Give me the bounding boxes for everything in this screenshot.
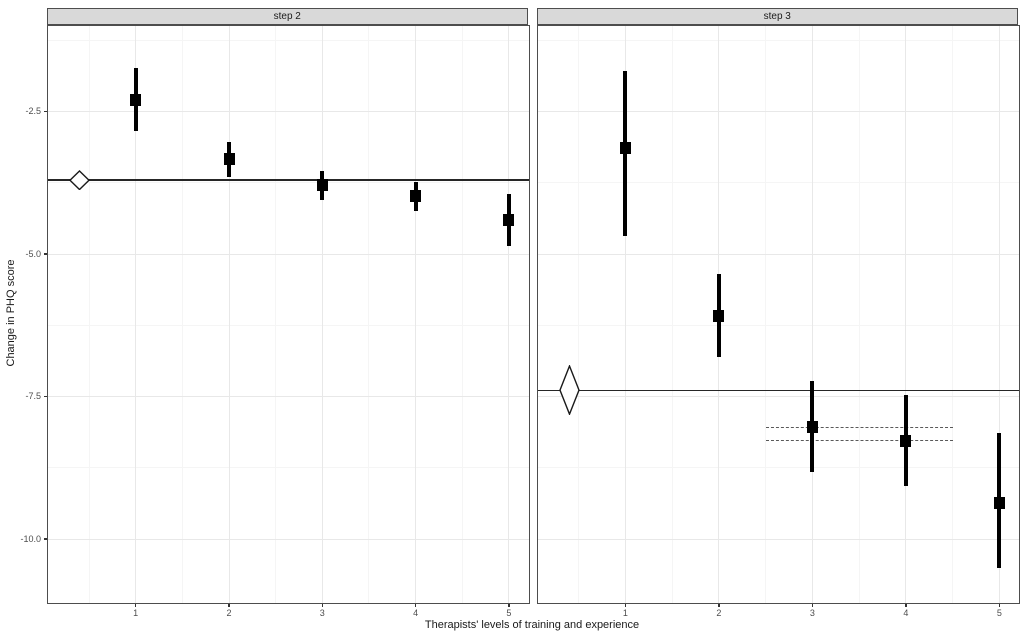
y-tick-label: -5.0: [25, 248, 41, 259]
strip-label: step 3: [763, 11, 791, 22]
diamond-shape: [69, 169, 91, 191]
y-tick-mark: [43, 538, 47, 540]
gridline-minor-y: [537, 467, 1019, 469]
point-marker: [806, 421, 818, 434]
reference-line: [537, 389, 1019, 392]
point-marker: [993, 497, 1005, 510]
x-tick-label: 1: [622, 608, 628, 618]
point-marker: [900, 434, 912, 447]
y-axis-title: Change in PHQ score: [5, 259, 17, 367]
gridline-major-y: [48, 253, 529, 255]
x-tick-label: 4: [413, 608, 419, 618]
plot-panel: [47, 25, 530, 604]
dashed-comparison-line: [765, 426, 953, 428]
point-marker: [503, 214, 515, 227]
gridline-minor-x: [765, 26, 767, 603]
x-tick-mark: [811, 604, 814, 607]
gridline-minor-y: [537, 182, 1019, 184]
gridline-major-y: [48, 111, 529, 113]
gridline-minor-x: [578, 26, 580, 603]
gridline-major-x: [321, 26, 323, 603]
point-marker: [410, 190, 422, 203]
gridline-minor-y: [537, 324, 1019, 326]
gridline-major-x: [415, 26, 417, 603]
gridline-minor-x: [952, 26, 954, 603]
gridline-major-x: [624, 26, 626, 603]
point-marker: [713, 310, 725, 323]
gridline-major-y: [537, 538, 1019, 540]
gridline-major-x: [811, 26, 813, 603]
y-tick-mark: [43, 395, 47, 398]
x-tick-mark: [508, 604, 510, 607]
gridline-minor-x: [461, 26, 463, 603]
gridline-major-x: [905, 26, 907, 603]
point-marker: [619, 142, 631, 154]
gridline-major-x: [228, 26, 230, 603]
gridline-major-x: [508, 26, 510, 603]
point-marker: [316, 179, 328, 192]
x-tick-label: 4: [903, 608, 909, 618]
pooled-estimate-diamond: [559, 365, 580, 416]
x-axis-title: Therapists' levels of training and exper…: [424, 619, 640, 631]
plot-panel: [536, 25, 1020, 604]
gridline-minor-y: [537, 39, 1019, 41]
gridline-major-y: [48, 538, 529, 540]
y-tick-label: -2.5: [25, 106, 41, 117]
x-tick-mark: [624, 604, 627, 607]
y-tick-mark: [43, 110, 47, 113]
gridline-minor-x: [88, 26, 90, 603]
x-tick-label: 5: [506, 608, 512, 618]
gridline-major-y: [537, 111, 1019, 113]
point-marker: [130, 93, 142, 106]
gridline-major-x: [998, 26, 1000, 603]
gridline-minor-x: [858, 26, 860, 603]
gridline-minor-x: [181, 26, 183, 603]
x-tick-mark: [998, 604, 1001, 607]
x-tick-label: 2: [716, 608, 722, 618]
point-marker: [223, 152, 235, 165]
y-tick-mark: [43, 253, 47, 255]
gridline-minor-y: [48, 182, 529, 184]
gridline-minor-y: [48, 39, 529, 41]
gridline-major-y: [537, 396, 1019, 398]
reference-line: [48, 179, 529, 181]
gridline-minor-x: [671, 26, 673, 603]
gridline-minor-y: [48, 324, 529, 326]
gridline-major-y: [48, 396, 529, 398]
pooled-estimate-diamond: [69, 169, 91, 191]
x-tick-label: 3: [319, 608, 325, 618]
y-tick-label: -7.5: [25, 391, 41, 402]
y-tick-label: -10.0: [20, 533, 41, 544]
x-tick-label: 3: [809, 608, 815, 618]
diamond-shape: [559, 365, 580, 416]
gridline-minor-y: [48, 467, 529, 469]
x-tick-mark: [228, 604, 230, 607]
x-tick-mark: [134, 604, 137, 607]
gridline-major-y: [537, 253, 1019, 255]
x-tick-mark: [321, 604, 324, 607]
x-tick-label: 1: [133, 608, 139, 618]
facet-strip: step 2: [47, 8, 528, 25]
gridline-minor-x: [275, 26, 277, 603]
x-tick-mark: [414, 604, 417, 607]
facet-strip: step 3: [536, 8, 1018, 25]
x-tick-label: 2: [226, 608, 232, 618]
x-tick-mark: [718, 604, 720, 607]
dashed-comparison-line: [765, 439, 953, 441]
gridline-minor-x: [368, 26, 370, 603]
x-tick-mark: [905, 604, 907, 607]
gridline-major-x: [135, 26, 137, 603]
strip-label: step 2: [273, 11, 301, 22]
x-tick-label: 5: [996, 608, 1002, 618]
